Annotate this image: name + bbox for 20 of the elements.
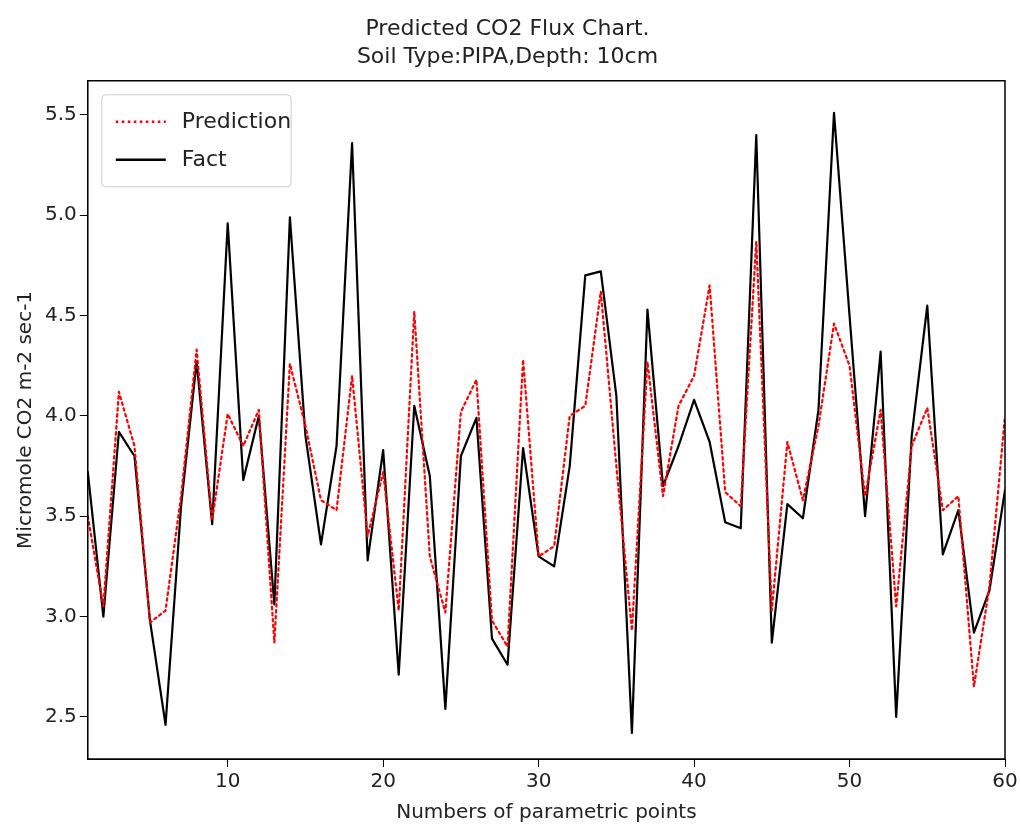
y-tick-label: 4.5 (44, 301, 77, 326)
y-tick-label: 4.0 (44, 402, 77, 427)
y-tick-label: 2.5 (44, 703, 77, 728)
x-axis-title: Numbers of parametric points (396, 799, 697, 824)
x-tick-label: 20 (370, 768, 396, 793)
y-axis-title: Micromole CO2 m-2 sec-1 (12, 290, 37, 549)
chart-subtitle: Soil Type:PIPA,Depth: 10cm (356, 43, 659, 69)
legend-label: Prediction (181, 107, 292, 133)
x-tick-label: 50 (836, 768, 863, 793)
y-tick-label: 5.0 (44, 201, 77, 226)
x-tick-label: 60 (992, 768, 1018, 793)
x-tick-label: 10 (214, 768, 241, 793)
legend-label: Fact (181, 145, 228, 171)
x-tick-label: 40 (681, 768, 707, 793)
x-tick-label: 30 (525, 768, 552, 793)
y-tick-label: 3.0 (44, 602, 77, 627)
line-series (87, 240, 1005, 688)
chart-title: Predicted CO2 Flux Chart. (365, 14, 650, 40)
y-tick-label: 3.5 (44, 502, 77, 527)
y-tick-label: 5.5 (44, 101, 77, 126)
